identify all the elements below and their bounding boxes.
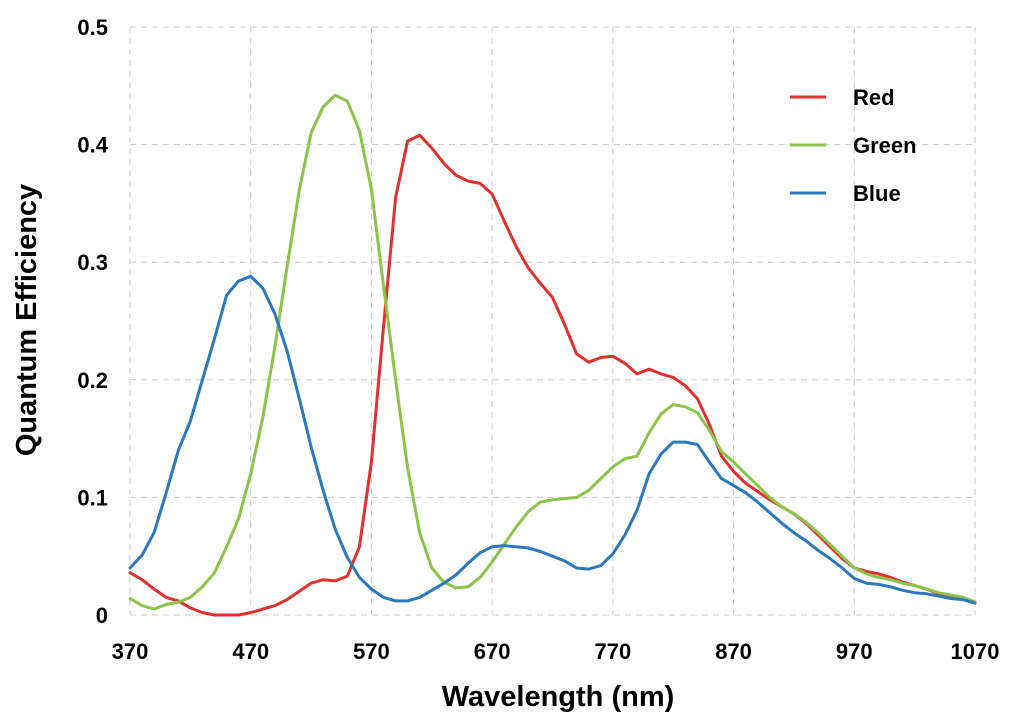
y-tick-label: 0.1 bbox=[77, 485, 108, 510]
x-tick-label: 570 bbox=[353, 639, 390, 664]
legend: Red Green Blue bbox=[790, 85, 917, 206]
y-tick-label: 0.4 bbox=[77, 133, 108, 158]
y-tick-label: 0.2 bbox=[77, 368, 108, 393]
x-tick-label: 870 bbox=[715, 639, 752, 664]
y-axis-title: Quantum Efficiency bbox=[11, 184, 43, 456]
x-tick-label: 470 bbox=[232, 639, 269, 664]
series-line-blue bbox=[128, 274, 977, 605]
series-layer bbox=[128, 93, 977, 617]
series-line-red bbox=[128, 133, 977, 617]
legend-label-red: Red bbox=[853, 85, 895, 110]
y-axis-ticks: 0 0.1 0.2 0.3 0.4 0.5 bbox=[77, 15, 108, 628]
y-tick-label: 0.3 bbox=[77, 250, 108, 275]
grid bbox=[129, 26, 976, 616]
y-tick-label: 0 bbox=[96, 603, 108, 628]
legend-label-blue: Blue bbox=[853, 181, 901, 206]
legend-label-green: Green bbox=[853, 133, 917, 158]
series-line-green bbox=[128, 93, 977, 611]
x-tick-label: 370 bbox=[112, 639, 149, 664]
x-tick-label: 670 bbox=[474, 639, 511, 664]
x-tick-label: 970 bbox=[836, 639, 873, 664]
x-axis-ticks: 370 470 570 670 770 870 970 1070 bbox=[112, 639, 1000, 664]
x-tick-label: 770 bbox=[594, 639, 631, 664]
x-tick-label: 1070 bbox=[951, 639, 1000, 664]
y-tick-label: 0.5 bbox=[77, 15, 108, 40]
x-axis-title: Wavelength (nm) bbox=[442, 681, 675, 713]
